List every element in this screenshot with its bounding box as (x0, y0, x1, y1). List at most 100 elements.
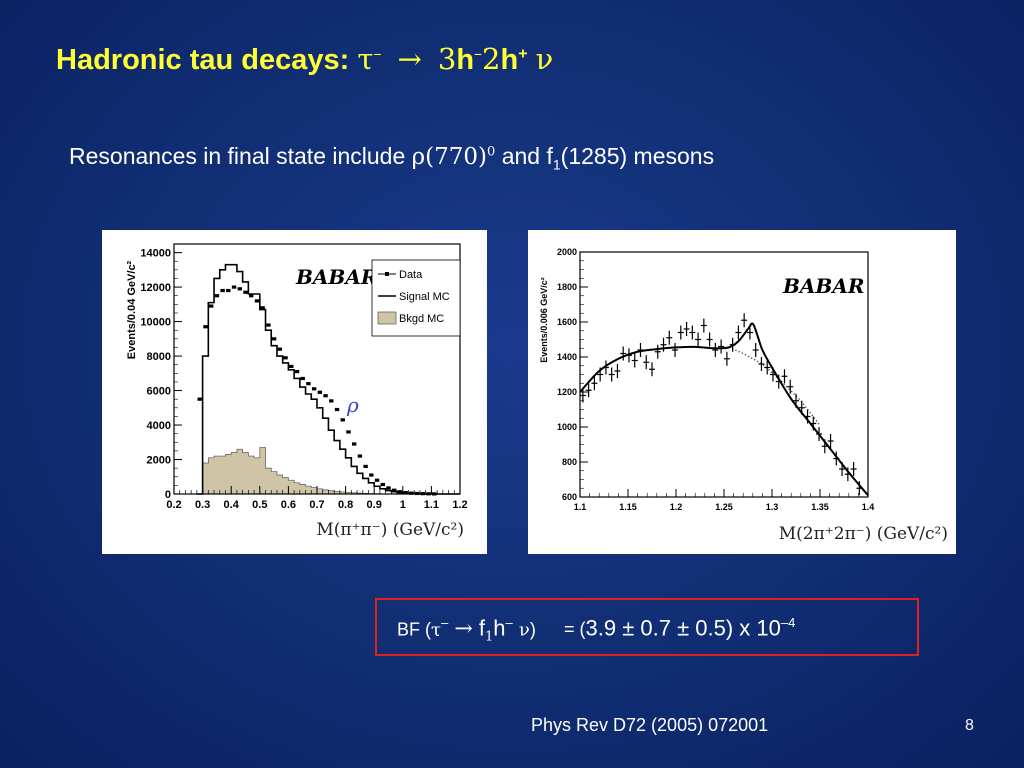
data-point (637, 343, 644, 357)
bf-f: f (478, 615, 486, 641)
x-tick-label: 1.4 (862, 502, 875, 512)
data-point (677, 325, 684, 340)
data-point (850, 462, 857, 476)
data-point (695, 332, 702, 347)
page-number: 8 (965, 717, 974, 734)
x-tick-label: 0.8 (338, 499, 353, 511)
y-tick-label: 10000 (140, 317, 171, 329)
x-tick-label: 1.1 (424, 499, 439, 511)
data-point (392, 488, 397, 492)
data-point (781, 369, 788, 384)
data-point (775, 374, 782, 389)
data-point (300, 376, 305, 381)
left-plot-panel: 0.2 0.3 0.4 0.5 0.6 0.7 0.8 0.9 1 1.1 1.2 0 2000 4000… (102, 230, 487, 554)
data-point (660, 337, 667, 352)
x-tick-label: 0.3 (195, 499, 210, 511)
y-tick-label: 12000 (140, 282, 171, 294)
legend-signal-label: Signal MC (399, 291, 450, 303)
x-tick-label: 0.5 (252, 499, 267, 511)
data-point (357, 454, 363, 458)
reference-citation: Phys Rev D72 (2005) 072001 (531, 715, 769, 735)
data-point (208, 304, 214, 308)
data-point (625, 348, 632, 363)
bf-tau-sup: – (440, 615, 449, 630)
data-point (683, 322, 690, 336)
data-point (203, 325, 208, 329)
data-point (718, 339, 725, 354)
data-point (289, 364, 294, 369)
tau-charge: – (373, 43, 382, 63)
data-point (787, 379, 794, 394)
babar-logo: BABAR (295, 265, 377, 289)
legend-data-label: Data (399, 269, 423, 281)
x-axis-title: M(2π⁺2π⁻) (GeV/c²) (779, 524, 948, 544)
data-point (579, 388, 586, 403)
data-point (804, 409, 811, 424)
dipion-mass-chart: 0.2 0.3 0.4 0.5 0.6 0.7 0.8 0.9 1 1.1 1.2 0 2000 4000… (126, 243, 468, 540)
y-axis-title: Events/0.04 GeV/c² (126, 260, 138, 359)
data-point (827, 434, 834, 448)
data-point (706, 332, 713, 347)
subtitle-text-2: and f (495, 143, 553, 169)
data-point (649, 362, 655, 377)
data-point (351, 442, 357, 446)
bf-label: BF ( (397, 619, 431, 640)
data-point (729, 337, 736, 352)
hadron-label: h (456, 44, 475, 76)
legend-bkgd-label: Bkgd MC (399, 313, 444, 325)
data-point (608, 367, 615, 382)
bf-h-sup: – (505, 615, 513, 630)
x-tick-label: 0.2 (166, 499, 181, 511)
y-tick-label: 8000 (147, 351, 171, 363)
data-point (323, 394, 328, 398)
three-label: 3 (437, 42, 457, 76)
x-tick-label: 1.3 (766, 502, 779, 512)
data-point (839, 462, 846, 476)
four-pion-mass-chart: 1.1 1.15 1.2 1.25 1.3 1.35 1.4 600 800 1000 1200 14… (539, 247, 948, 544)
data-point (741, 313, 748, 328)
data-point (700, 318, 707, 333)
data-point (380, 482, 385, 487)
minus-charge: – (474, 43, 483, 63)
branching-fraction-box: BF (τ– → f1h– ν) = (3.9 ± 0.7 ± 0.5) x 1… (375, 598, 919, 656)
data-point (585, 383, 592, 398)
data-point (821, 439, 828, 454)
data-point (735, 325, 742, 340)
data-point (260, 306, 265, 310)
data-point (249, 294, 254, 298)
data-point (197, 397, 202, 401)
data-point (712, 343, 719, 357)
bf-eq: = ( (563, 619, 586, 640)
data-point (844, 467, 851, 482)
data-point (666, 330, 673, 345)
data-point (409, 491, 414, 495)
total-fit-curve (579, 322, 869, 496)
data-point (334, 407, 340, 412)
arrow-symbol: → (397, 42, 422, 76)
bkgd-mc-histogram (196, 447, 460, 495)
y-tick-label: 6000 (147, 386, 171, 398)
data-point (311, 387, 317, 391)
data-point (243, 290, 248, 294)
data-point (643, 355, 650, 370)
y-tick-label: 1600 (557, 317, 577, 327)
y-tick-label: 1400 (557, 352, 577, 362)
data-point (689, 325, 696, 340)
data-point (214, 294, 220, 298)
bf-value: 3.9 ± 0.7 ± 0.5) x 10 (585, 615, 781, 641)
data-point (723, 351, 730, 366)
bf-f-sub: 1 (485, 629, 494, 645)
data-point (329, 399, 334, 403)
data-point (237, 287, 242, 291)
x-tick-label: 1.35 (811, 502, 829, 512)
y-tick-label: 1000 (557, 422, 577, 432)
data-point (374, 478, 380, 482)
x-tick-label: 1.2 (670, 502, 683, 512)
data-point (758, 357, 765, 371)
x-tick-label: 1.1 (574, 502, 587, 512)
data-point (816, 427, 823, 441)
data-point (283, 356, 288, 360)
y-tick-label: 2000 (147, 455, 171, 467)
y-tick-label: 4000 (147, 420, 171, 432)
bf-exp: –4 (780, 615, 796, 630)
